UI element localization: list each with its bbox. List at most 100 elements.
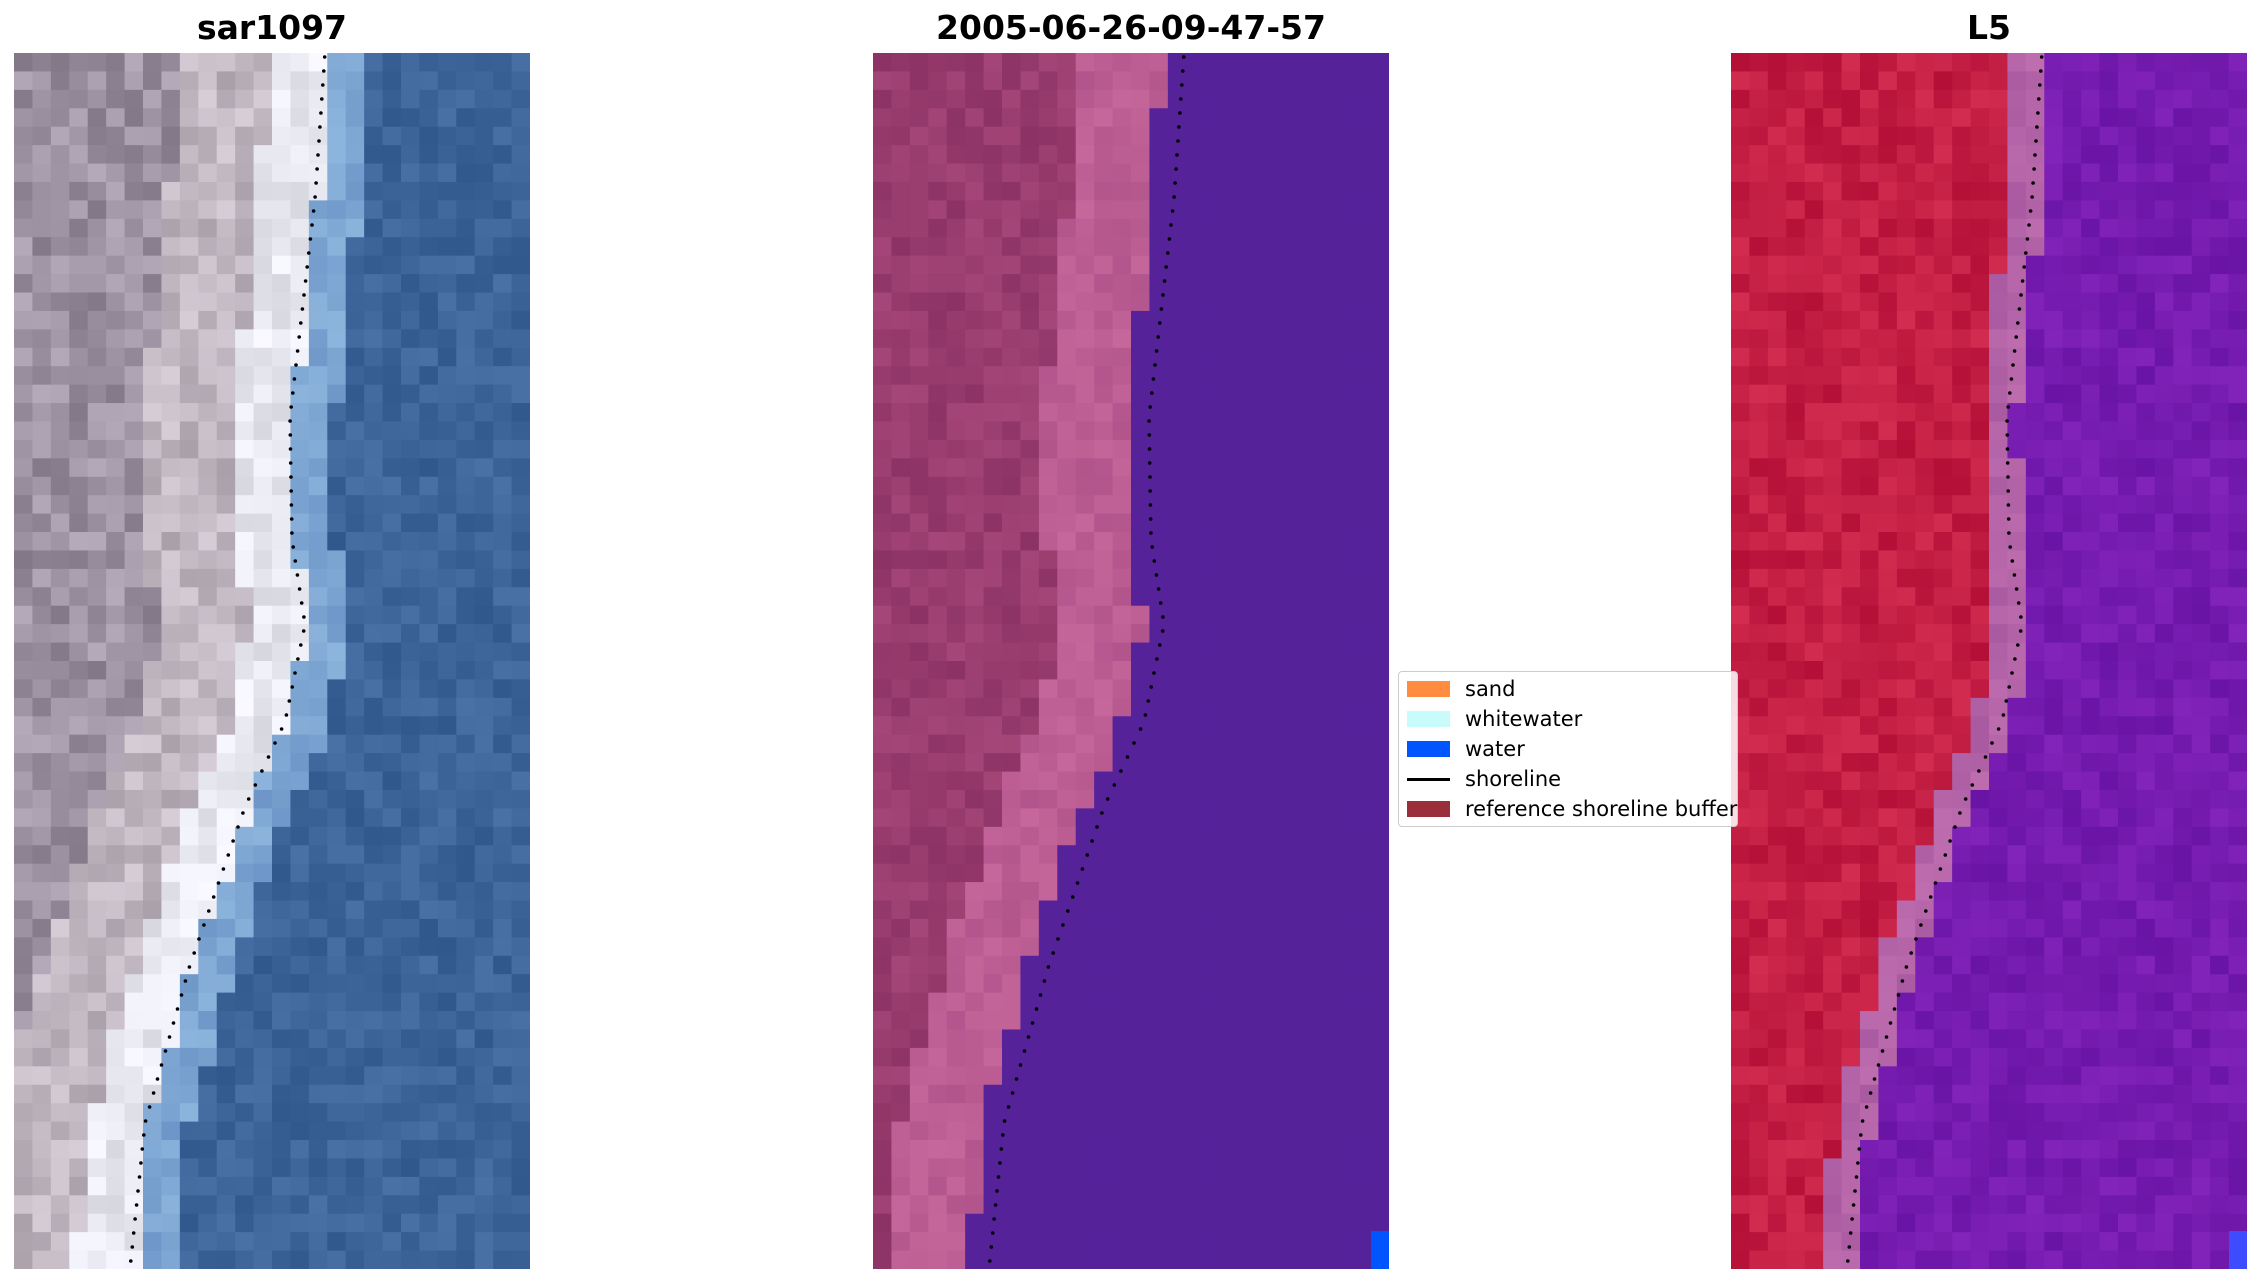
image-pixel [124, 1213, 144, 1233]
image-pixel [364, 1121, 384, 1141]
image-pixel [1823, 53, 1843, 73]
image-pixel [1223, 771, 1243, 791]
image-pixel [327, 716, 347, 736]
image-pixel [946, 366, 966, 386]
image-pixel [161, 458, 181, 478]
image-pixel [946, 145, 966, 165]
image-pixel [179, 771, 199, 791]
image-pixel [946, 163, 966, 183]
shoreline-point [236, 825, 240, 829]
image-pixel [1896, 200, 1916, 220]
image-pixel [69, 1084, 89, 1104]
image-pixel [1057, 918, 1077, 938]
image-pixel [1786, 734, 1806, 754]
image-pixel [2099, 439, 2119, 459]
image-pixel [179, 366, 199, 386]
image-pixel [235, 237, 255, 257]
image-pixel [474, 550, 494, 570]
image-pixel [14, 1250, 34, 1269]
image-pixel [2007, 679, 2027, 699]
image-pixel [873, 568, 893, 588]
image-pixel [1241, 1140, 1261, 1160]
image-pixel [198, 1195, 218, 1215]
image-pixel [946, 863, 966, 883]
image-pixel [1823, 605, 1843, 625]
image-pixel [891, 126, 911, 146]
image-pixel [419, 1232, 439, 1252]
image-pixel [511, 1213, 530, 1233]
image-pixel [1186, 145, 1206, 165]
image-pixel [14, 310, 34, 330]
image-pixel [2007, 476, 2027, 496]
image-pixel [198, 458, 218, 478]
image-pixel [1878, 605, 1898, 625]
image-pixel [32, 1029, 52, 1049]
image-pixel [1952, 679, 1972, 699]
image-pixel [345, 1213, 365, 1233]
image-pixel [124, 292, 144, 312]
image-pixel [1204, 568, 1224, 588]
image-pixel [928, 329, 948, 349]
image-pixel [1131, 1232, 1151, 1252]
image-pixel [1333, 1084, 1353, 1104]
image-pixel [1149, 1140, 1169, 1160]
image-pixel [1167, 89, 1187, 109]
image-pixel [1767, 53, 1787, 73]
image-pixel [1296, 53, 1316, 73]
image-pixel [456, 789, 476, 809]
image-pixel [1020, 882, 1040, 902]
image-pixel [143, 1011, 163, 1031]
image-pixel [1767, 218, 1787, 238]
image-pixel [1167, 126, 1187, 146]
image-pixel [1223, 145, 1243, 165]
image-pixel [1131, 974, 1151, 994]
image-pixel [437, 918, 457, 938]
image-pixel [2173, 218, 2193, 238]
image-pixel [198, 439, 218, 459]
image-pixel [511, 347, 530, 367]
image-pixel [161, 1029, 181, 1049]
image-pixel [1038, 1084, 1058, 1104]
image-pixel [1749, 495, 1769, 515]
shoreline-point [130, 1245, 135, 1249]
image-pixel [1038, 1011, 1058, 1031]
image-pixel [1223, 1232, 1243, 1252]
image-pixel [216, 366, 236, 386]
image-pixel [1057, 624, 1077, 644]
image-pixel [290, 1103, 310, 1123]
image-pixel [253, 513, 273, 533]
image-pixel [327, 403, 347, 423]
image-pixel [1038, 532, 1058, 552]
image-pixel [1002, 163, 1022, 183]
image-pixel [983, 661, 1003, 681]
image-pixel [2025, 697, 2045, 717]
image-pixel [87, 1121, 107, 1141]
image-pixel [1020, 789, 1040, 809]
image-pixel [14, 513, 34, 533]
image-pixel [272, 310, 292, 330]
image-pixel [327, 1011, 347, 1031]
image-pixel [69, 661, 89, 681]
image-pixel [1731, 163, 1751, 183]
image-pixel [1933, 53, 1953, 73]
image-pixel [928, 200, 948, 220]
image-pixel [1878, 734, 1898, 754]
image-pixel [272, 255, 292, 275]
image-pixel [873, 439, 893, 459]
image-pixel [1260, 845, 1280, 865]
image-pixel [1075, 771, 1095, 791]
image-pixel [511, 218, 530, 238]
image-pixel [364, 108, 384, 128]
image-pixel [235, 918, 255, 938]
image-pixel [2136, 218, 2156, 238]
image-pixel [198, 476, 218, 496]
image-pixel [2062, 716, 2082, 736]
image-pixel [1952, 697, 1972, 717]
image-pixel [1002, 200, 1022, 220]
image-pixel [161, 1066, 181, 1086]
image-pixel [1970, 532, 1990, 552]
image-pixel [2099, 366, 2119, 386]
image-pixel [401, 716, 421, 736]
image-pixel [1204, 384, 1224, 404]
image-pixel [50, 900, 70, 920]
